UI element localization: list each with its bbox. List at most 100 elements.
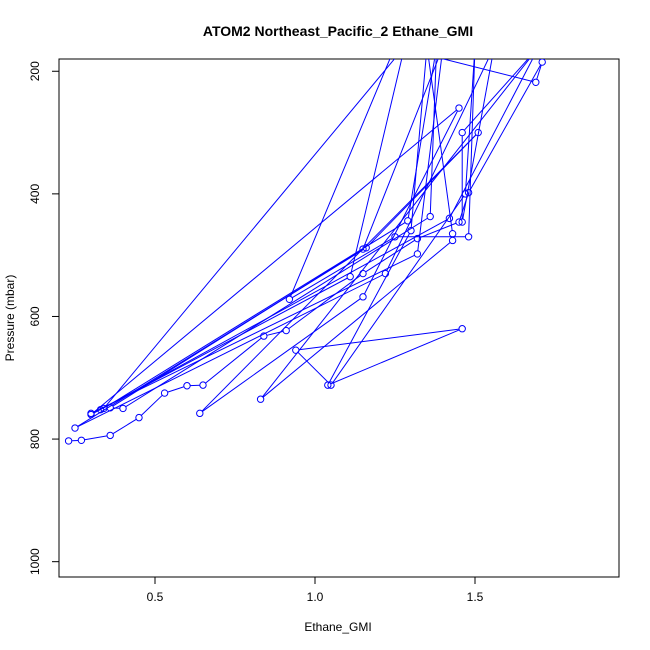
y-tick-label: 1000: [28, 548, 42, 575]
series-segment: [125, 217, 428, 408]
data-point: [458, 218, 466, 226]
data-point: [359, 245, 367, 253]
y-axis: 200 400 600 800 1000: [28, 61, 59, 575]
data-point: [426, 212, 434, 221]
series-segment: [84, 435, 108, 441]
series-segment: [364, 110, 458, 295]
data-point: [464, 233, 473, 241]
data-point: [119, 404, 127, 413]
data-point: [532, 78, 540, 86]
x-tick-label: 0.5: [147, 590, 164, 604]
data-series: [64, 59, 546, 445]
data-point: [407, 226, 415, 235]
series-segment: [330, 329, 460, 385]
series-segment: [463, 59, 529, 131]
data-point: [292, 346, 300, 354]
data-point: [327, 381, 335, 389]
data-point: [391, 233, 399, 241]
series-segment: [465, 59, 475, 191]
chart-title: ATOM2 Northeast_Pacific_2 Ethane_GMI: [203, 23, 473, 39]
series-segment: [290, 59, 391, 297]
series-segment: [112, 418, 137, 435]
x-tick-label: 1.5: [467, 590, 484, 604]
data-point: [474, 128, 482, 137]
series-segment: [350, 59, 403, 274]
series-segment: [469, 64, 542, 191]
data-point: [183, 382, 191, 390]
y-tick-label: 400: [28, 184, 42, 204]
series-segment: [77, 274, 383, 428]
series-segment: [420, 222, 457, 238]
y-axis-label: Pressure (mbar): [3, 275, 17, 362]
series-segment: [468, 59, 476, 234]
data-point: [285, 295, 294, 304]
data-point: [346, 272, 354, 281]
y-tick-label: 200: [28, 61, 42, 81]
data-point: [260, 332, 268, 340]
data-point: [64, 437, 73, 445]
data-point: [96, 405, 105, 414]
series-segment: [407, 59, 436, 218]
series-segment: [205, 337, 262, 384]
x-tick-label: 1.0: [307, 590, 324, 604]
series-segment: [429, 59, 437, 214]
series-segment: [288, 275, 361, 330]
series-segment: [262, 242, 451, 398]
data-point: [87, 410, 95, 419]
data-point: [464, 188, 473, 197]
data-point: [282, 326, 290, 335]
x-axis: 0.5 1.0 1.5: [147, 577, 484, 604]
data-point: [458, 325, 466, 333]
series-segment: [262, 59, 530, 398]
data-point: [445, 214, 454, 223]
series-segment: [93, 254, 415, 413]
data-point: [538, 59, 546, 66]
data-point: [359, 269, 367, 278]
data-point: [458, 128, 466, 137]
series-segment: [298, 328, 460, 351]
data-point: [461, 190, 470, 198]
data-point: [413, 234, 422, 243]
y-tick-label: 600: [28, 306, 42, 326]
data-point: [324, 381, 332, 389]
series-segment: [441, 59, 533, 82]
data-point: [256, 395, 265, 403]
series-segment: [417, 59, 442, 251]
x-axis-label: Ethane_GMI: [304, 620, 371, 634]
data-point: [359, 293, 367, 301]
series-segment: [93, 109, 457, 413]
data-point: [448, 236, 457, 245]
series-segment: [363, 59, 439, 247]
series-segment: [365, 239, 415, 273]
series-segment: [386, 59, 489, 271]
plot-frame: [58, 58, 620, 578]
data-point: [413, 250, 422, 258]
series-segment: [450, 59, 534, 216]
data-point: [455, 218, 463, 226]
data-point: [455, 104, 463, 112]
data-point: [71, 424, 79, 432]
data-point: [199, 381, 207, 389]
y-tick-label: 800: [28, 429, 42, 449]
data-point: [196, 409, 204, 418]
series-segment: [291, 237, 393, 299]
series-segment: [140, 394, 163, 416]
series-segment: [77, 249, 364, 427]
series-segment: [536, 64, 542, 80]
series-segment: [332, 196, 464, 383]
series-segment: [462, 59, 493, 220]
data-point: [404, 217, 412, 225]
data-point: [381, 269, 390, 278]
series-segment: [105, 59, 396, 407]
series-segment: [202, 298, 361, 412]
data-point: [160, 389, 169, 397]
data-point: [106, 431, 114, 440]
data-point: [77, 436, 86, 444]
data-point: [362, 244, 370, 252]
series-segment: [368, 134, 477, 246]
series-layer: [64, 59, 546, 445]
data-point: [135, 413, 143, 422]
series-segment: [167, 386, 185, 393]
